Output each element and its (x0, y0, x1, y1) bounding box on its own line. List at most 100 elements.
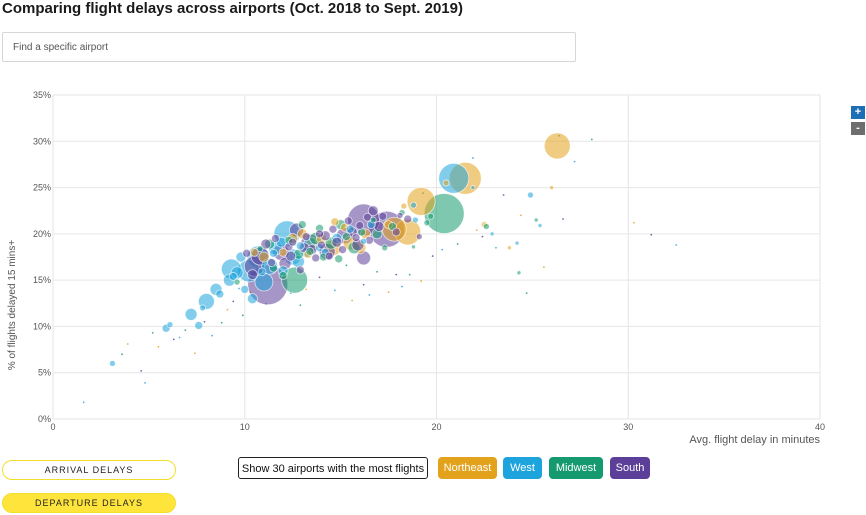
airport-bubble-south[interactable] (403, 214, 413, 224)
airport-bubble-northeast[interactable] (442, 179, 450, 187)
airport-bubble-midwest[interactable] (516, 270, 522, 276)
arrival-delays-toggle[interactable]: ARRIVAL DELAYS (2, 460, 176, 480)
airport-bubble-south[interactable] (315, 229, 324, 239)
airport-bubble-south[interactable] (378, 211, 388, 221)
airport-bubble-south[interactable] (317, 240, 326, 250)
airport-bubble-northeast[interactable] (330, 217, 340, 227)
airport-bubble-west[interactable] (247, 293, 258, 305)
airport-bubble-south[interactable] (301, 232, 311, 242)
airport-bubble-midwest[interactable] (369, 216, 377, 224)
airport-bubble-south[interactable] (295, 265, 305, 275)
airport-bubble-west[interactable] (166, 321, 174, 328)
airport-bubble-west[interactable] (184, 307, 198, 321)
airport-bubble-west[interactable] (240, 284, 250, 294)
zoom-out-button[interactable]: - (851, 122, 865, 135)
airport-bubble-west[interactable] (438, 162, 470, 194)
airport-bubble-midwest[interactable] (256, 245, 264, 253)
airport-bubble-midwest[interactable] (278, 271, 288, 280)
airport-bubble-south[interactable] (267, 258, 276, 267)
airport-bubble-west[interactable] (410, 201, 417, 209)
airport-bubble-midwest[interactable] (533, 217, 539, 223)
airport-bubble-northeast[interactable] (278, 247, 288, 257)
airport-bubble-west[interactable] (269, 248, 278, 258)
region-west-button[interactable]: West (503, 457, 542, 479)
y-tick-label: 15% (33, 275, 51, 285)
minor-airport-point (333, 289, 336, 292)
airport-bubble-midwest[interactable] (427, 212, 435, 220)
airport-bubble-northeast[interactable] (400, 202, 408, 210)
airport-bubble-west[interactable] (228, 272, 238, 281)
airport-bubble-south[interactable] (260, 238, 272, 250)
airport-bubble-west[interactable] (199, 304, 206, 312)
airport-bubble-south[interactable] (247, 269, 258, 280)
airport-bubble-west[interactable] (345, 224, 355, 234)
airport-bubble-west[interactable] (215, 289, 225, 299)
top-30-airports-button[interactable]: Show 30 airports with the most flights (238, 457, 428, 479)
airport-bubble-midwest[interactable] (334, 254, 344, 264)
airport-bubble-northeast[interactable] (406, 187, 436, 216)
airport-bubble-west[interactable] (527, 191, 534, 199)
airport-bubble-south[interactable] (415, 233, 423, 241)
region-south-button[interactable]: South (610, 457, 650, 479)
y-tick-label: 10% (33, 321, 51, 331)
airport-bubble-south[interactable] (373, 221, 385, 232)
airport-bubble-west[interactable] (360, 237, 368, 245)
airport-bubble-south[interactable] (343, 216, 353, 226)
airport-bubble-midwest[interactable] (381, 244, 389, 252)
airport-bubble-south[interactable] (351, 233, 361, 242)
airport-bubble-midwest[interactable] (341, 232, 351, 242)
airport-bubble-northeast[interactable] (543, 132, 571, 160)
airport-bubble-south[interactable] (328, 224, 338, 234)
minor-airport-point (519, 214, 522, 217)
airport-bubble-south[interactable] (355, 221, 365, 230)
region-northeast-button[interactable]: Northeast (438, 457, 497, 479)
x-tick-label: 10 (240, 422, 250, 432)
airport-bubble-west[interactable] (537, 223, 543, 228)
airport-bubble-west[interactable] (489, 231, 495, 237)
airport-bubble-south[interactable] (271, 234, 280, 243)
airport-bubble-south[interactable] (367, 205, 379, 217)
y-tick-label: 0% (38, 414, 51, 424)
airport-bubble-west[interactable] (194, 321, 204, 330)
y-tick-label: 5% (38, 368, 51, 378)
airport-bubble-south[interactable] (391, 227, 401, 237)
zoom-in-button[interactable]: + (851, 106, 865, 119)
airport-bubble-south[interactable] (338, 245, 347, 254)
minor-airport-point (362, 283, 365, 286)
airport-bubble-west[interactable] (295, 241, 305, 251)
airport-bubble-south[interactable] (396, 211, 404, 219)
airport-bubble-south[interactable] (285, 250, 297, 262)
page-title: Comparing flight delays across airports … (2, 0, 463, 17)
airport-bubble-west[interactable] (109, 360, 116, 367)
airport-bubble-northeast[interactable] (549, 185, 554, 190)
airport-bubble-midwest[interactable] (233, 278, 241, 286)
airport-bubble-west[interactable] (514, 240, 520, 246)
minor-airport-point (573, 160, 576, 163)
airport-bubble-south[interactable] (242, 248, 252, 258)
minor-airport-point (387, 291, 390, 294)
minor-airport-point (472, 157, 474, 159)
airport-bubble-midwest[interactable] (482, 223, 490, 230)
region-midwest-button[interactable]: Midwest (549, 457, 603, 479)
airport-bubble-west[interactable] (257, 267, 267, 277)
minor-airport-point (126, 343, 129, 345)
airport-bubble-midwest[interactable] (423, 219, 431, 227)
minor-airport-point (238, 287, 240, 290)
airport-bubble-south[interactable] (331, 236, 343, 248)
airport-search-input[interactable] (2, 32, 576, 62)
airport-bubble-midwest[interactable] (411, 244, 416, 250)
minor-airport-point (220, 321, 223, 324)
minor-airport-point (299, 304, 302, 307)
airport-bubble-west[interactable] (412, 216, 419, 224)
airport-bubble-midwest[interactable] (305, 247, 315, 256)
departure-delays-toggle[interactable]: DEPARTURE DELAYS (2, 493, 176, 513)
airport-bubble-south[interactable] (324, 251, 334, 261)
airport-bubble-midwest[interactable] (297, 220, 307, 230)
airport-bubble-south[interactable] (311, 253, 321, 263)
airport-bubble-south[interactable] (288, 237, 298, 247)
airport-bubble-northeast[interactable] (506, 245, 512, 251)
airport-bubble-west[interactable] (470, 185, 476, 190)
minor-airport-point (562, 218, 564, 220)
minor-airport-point (318, 276, 321, 279)
airport-bubble-northeast[interactable] (258, 251, 270, 263)
